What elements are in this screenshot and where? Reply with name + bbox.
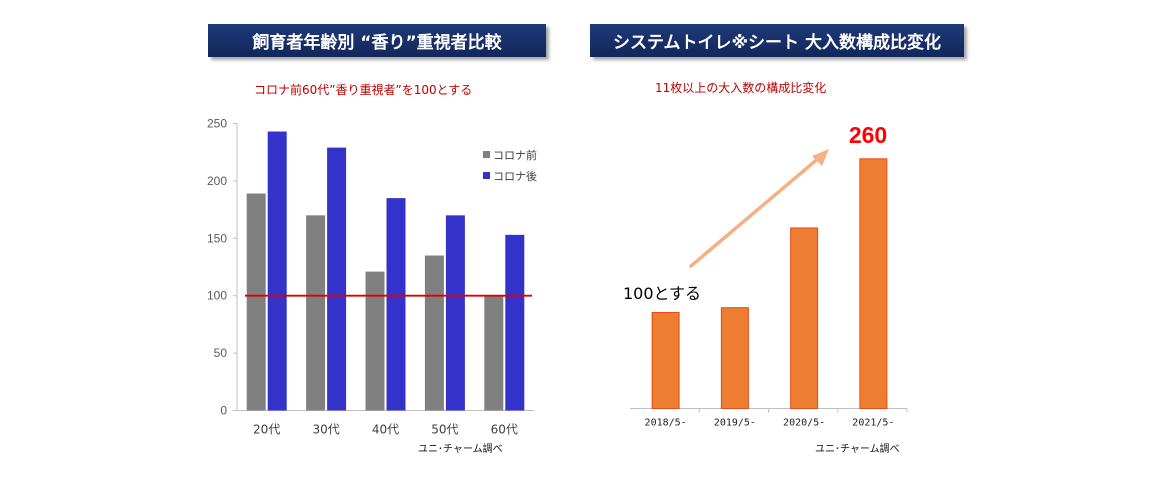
bar-share <box>651 311 680 409</box>
trend-arrow-shaft <box>689 155 822 268</box>
bar-after <box>505 234 525 411</box>
bar-after <box>445 215 465 411</box>
x-tick-label: 2020/5- <box>783 418 825 429</box>
x-tick-label: 50代 <box>431 423 458 437</box>
bar-before <box>484 295 504 411</box>
x-tick-label: 30代 <box>312 423 339 437</box>
left-panel-subtitle: コロナ前60代”香り重視者”を100とする <box>254 83 473 97</box>
x-tick-label: 60代 <box>491 423 518 437</box>
right-source-note: ユニ･チャーム調べ <box>815 444 900 455</box>
bar-before <box>365 271 385 411</box>
legend-swatch <box>483 172 490 179</box>
bar-before <box>424 255 444 411</box>
left-source-note: ユニ･チャーム調べ <box>418 444 503 455</box>
y-tick-label: 100 <box>207 289 227 303</box>
trend-arrow-head <box>812 149 829 166</box>
x-tick-label: 2021/5- <box>852 418 894 429</box>
bar-before <box>246 193 266 411</box>
left-panel-title: 飼育者年齢別 “香り”重視者比較 <box>208 24 546 57</box>
x-tick-label: 2019/5- <box>714 418 756 429</box>
highlight-value: 260 <box>849 122 887 148</box>
y-tick-label: 200 <box>207 174 227 188</box>
bar-after <box>386 198 406 411</box>
y-tick-label: 0 <box>220 404 227 418</box>
baseline-note: 100とする <box>623 284 701 303</box>
bar-before <box>306 215 326 411</box>
bar-after <box>327 147 347 411</box>
y-tick-label: 250 <box>207 117 227 131</box>
bar-after <box>267 131 287 411</box>
bar-share <box>790 227 819 409</box>
legend-label: コロナ後 <box>493 169 537 183</box>
x-tick-label: 40代 <box>372 423 399 437</box>
legend-label: コロナ前 <box>493 148 537 162</box>
x-tick-label: 2018/5- <box>645 418 687 429</box>
x-tick-label: 20代 <box>253 423 280 437</box>
right-panel-subtitle: 11枚以上の大入数の構成比変化 <box>655 81 827 95</box>
bar-share <box>859 158 888 409</box>
legend-swatch <box>483 151 490 158</box>
y-tick-label: 150 <box>207 231 227 245</box>
y-tick-label: 50 <box>214 346 228 360</box>
right-panel-title: システムトイレ※シート 大入数構成比変化 <box>590 24 964 57</box>
bar-share <box>720 307 749 409</box>
